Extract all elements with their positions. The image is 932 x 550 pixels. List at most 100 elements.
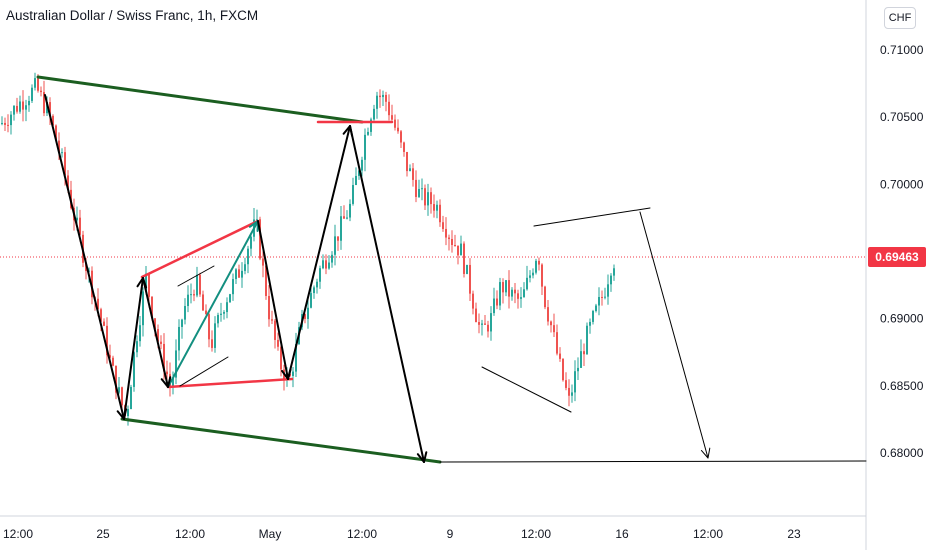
price-tick-label: 0.69000 bbox=[880, 312, 924, 326]
candle-body bbox=[487, 324, 489, 332]
candle-body bbox=[52, 115, 54, 126]
candle-body bbox=[571, 392, 573, 396]
candle-body bbox=[64, 152, 66, 176]
candle-body bbox=[520, 297, 522, 299]
candle-body bbox=[67, 175, 69, 190]
candle-body bbox=[136, 341, 138, 353]
candle-body bbox=[4, 122, 6, 125]
candle-body bbox=[415, 179, 417, 197]
candle-body bbox=[238, 269, 240, 278]
candle-body bbox=[496, 298, 498, 306]
candle-body bbox=[106, 325, 108, 356]
candle-body bbox=[109, 355, 111, 358]
black-arrow-1 bbox=[44, 94, 125, 420]
candle-body bbox=[502, 282, 504, 293]
candle-body bbox=[370, 119, 372, 132]
wedge-bottom-line bbox=[481, 366, 572, 413]
teal-arrow bbox=[167, 220, 259, 388]
price-tick-label: 0.71000 bbox=[880, 43, 924, 57]
candle-body bbox=[130, 386, 132, 410]
black-arrow-1-head bbox=[116, 410, 125, 420]
candle-body bbox=[28, 100, 30, 106]
time-tick-label: 12:00 bbox=[521, 527, 551, 541]
candle-body bbox=[211, 339, 213, 348]
candle-body bbox=[463, 243, 465, 274]
candle-body bbox=[163, 343, 165, 372]
candle-body bbox=[544, 286, 546, 308]
candle-body bbox=[202, 294, 204, 311]
lower-trendline bbox=[120, 417, 442, 464]
candle-body bbox=[232, 279, 234, 295]
candle-body bbox=[328, 262, 330, 269]
candle-body bbox=[559, 353, 561, 359]
candle-body bbox=[10, 114, 12, 126]
candle-body bbox=[598, 296, 600, 306]
candle-body bbox=[418, 188, 420, 197]
candle-body bbox=[265, 265, 267, 296]
candle-body bbox=[142, 291, 144, 326]
price-tick-label: 0.70000 bbox=[880, 177, 924, 191]
candle-body bbox=[499, 282, 501, 306]
candle-body bbox=[532, 272, 534, 276]
candle-body bbox=[166, 371, 168, 375]
candle-body bbox=[223, 312, 225, 314]
candle-body bbox=[421, 188, 423, 190]
candle-body bbox=[262, 258, 264, 266]
candle-body bbox=[412, 168, 414, 180]
thin-line-1 bbox=[177, 265, 215, 287]
candle-body bbox=[151, 296, 153, 319]
candle-body bbox=[373, 108, 375, 120]
candle-body bbox=[304, 314, 306, 319]
candle-body bbox=[187, 294, 189, 307]
candle-body bbox=[439, 204, 441, 223]
currency-button[interactable]: CHF bbox=[884, 7, 916, 29]
black-arrow-6-head bbox=[423, 451, 428, 463]
candle-body bbox=[433, 204, 435, 211]
candle-body bbox=[214, 323, 216, 348]
candle-body bbox=[316, 281, 318, 288]
candle-body bbox=[427, 192, 429, 206]
candle-body bbox=[229, 294, 231, 303]
candle-body bbox=[517, 293, 519, 299]
candle-body bbox=[466, 264, 468, 274]
candle-body bbox=[451, 239, 453, 245]
wedge-top-line bbox=[533, 207, 651, 227]
candle-body bbox=[475, 308, 477, 323]
candle-body bbox=[121, 387, 123, 406]
candle-body bbox=[610, 275, 612, 285]
time-tick-label: 23 bbox=[787, 527, 801, 541]
candle-body bbox=[349, 203, 351, 218]
black-arrow-4 bbox=[257, 220, 289, 380]
projection-arrow-head bbox=[700, 449, 709, 459]
candle-body bbox=[79, 217, 81, 235]
time-axis[interactable]: 12:00 25 12:00 May 12:00 9 12:00 16 12:00 23 bbox=[3, 527, 801, 541]
thin-line-2 bbox=[179, 356, 229, 387]
candle-body bbox=[553, 325, 555, 333]
candle-body bbox=[220, 313, 222, 315]
candle-body bbox=[460, 243, 462, 256]
candle-body bbox=[583, 351, 585, 355]
time-tick-label: 12:00 bbox=[347, 527, 377, 541]
candle-body bbox=[184, 306, 186, 320]
black-arrow-3-head bbox=[160, 378, 169, 388]
candle-body bbox=[139, 325, 141, 342]
candle-body bbox=[565, 380, 567, 388]
candle-body bbox=[16, 105, 18, 112]
candle-body bbox=[568, 387, 570, 396]
last-price-tag: 0.69463 bbox=[868, 247, 926, 267]
candle-body bbox=[586, 325, 588, 355]
candle-body bbox=[613, 268, 615, 276]
candle-body bbox=[481, 323, 483, 325]
price-axis[interactable]: 0.710000.705000.700000.695000.690000.685… bbox=[880, 43, 924, 460]
candle-body bbox=[445, 228, 447, 238]
candle-body bbox=[259, 219, 261, 259]
black-arrow-5 bbox=[287, 125, 351, 380]
candle-body bbox=[118, 387, 120, 393]
candle-body bbox=[454, 244, 456, 246]
candle-body bbox=[331, 254, 333, 263]
price-tick-label: 0.68000 bbox=[880, 446, 924, 460]
candle-body bbox=[319, 268, 321, 282]
candle-body bbox=[442, 222, 444, 229]
